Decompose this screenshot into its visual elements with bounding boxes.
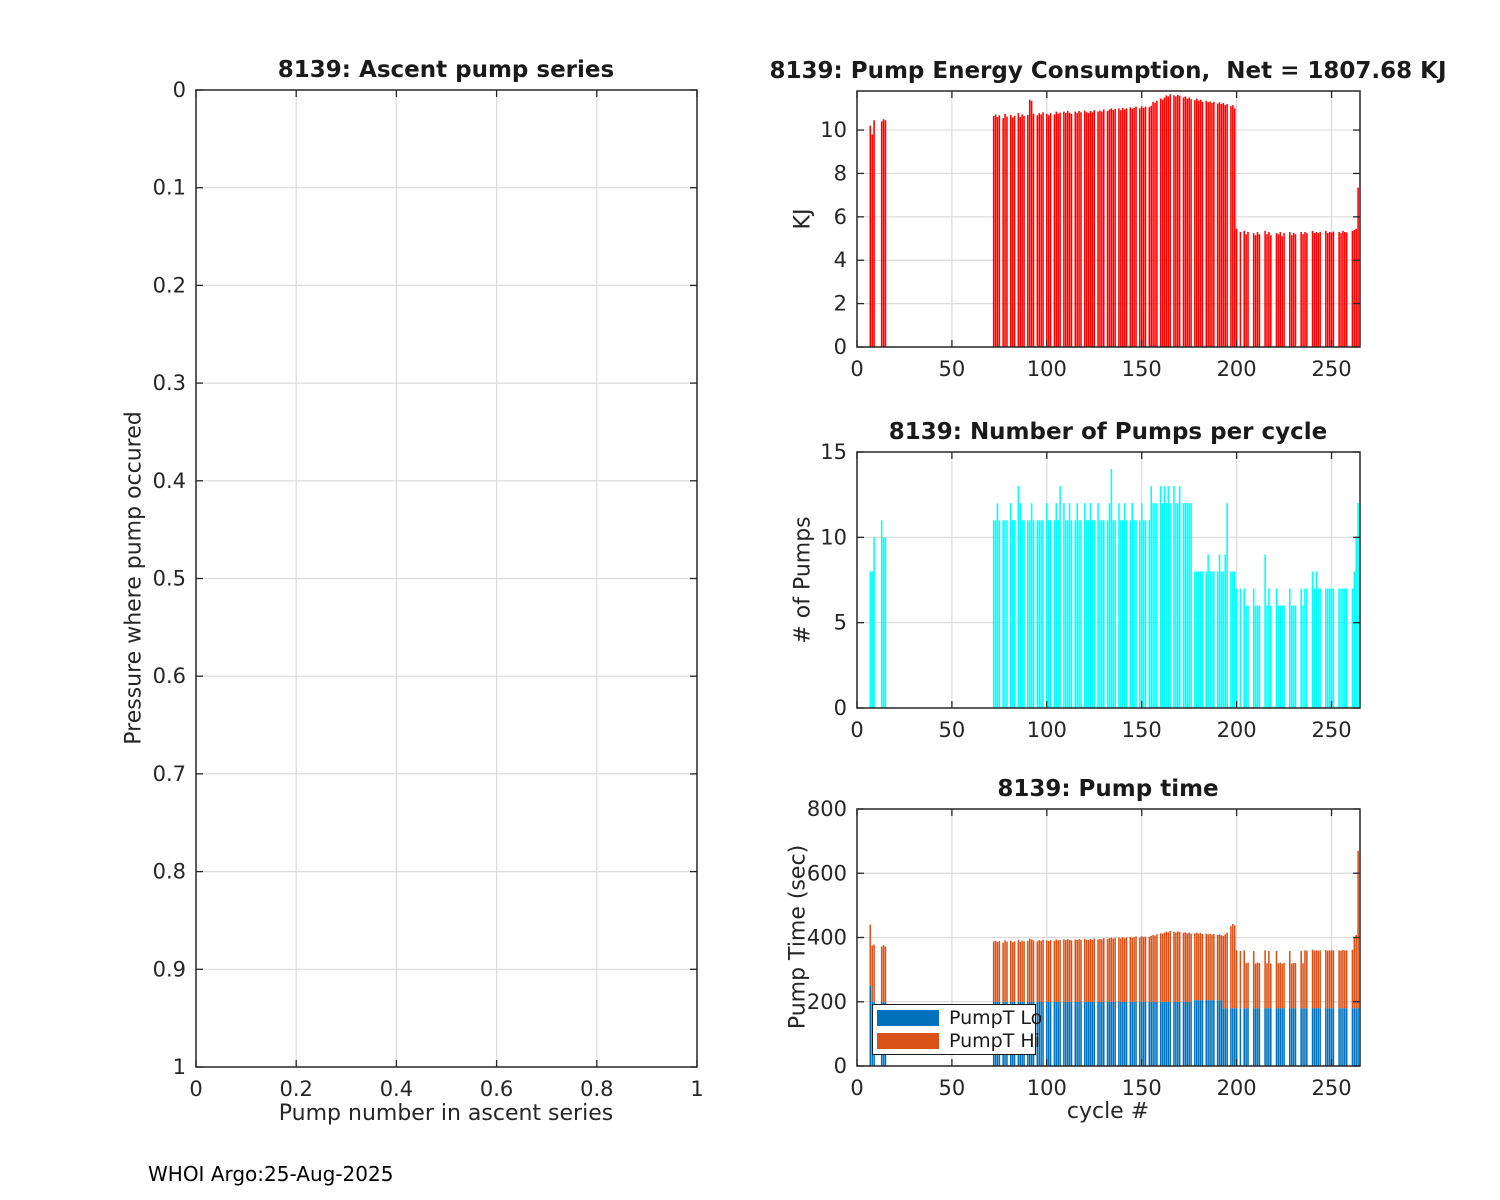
svg-text:0.6: 0.6	[153, 664, 186, 688]
svg-text:250: 250	[1311, 1076, 1351, 1100]
pumpt-hi-swatch	[877, 1032, 939, 1049]
svg-text:50: 50	[939, 357, 966, 381]
watermark-text: WHOI Argo:25-Aug-2025	[148, 1162, 394, 1186]
ascent-pump-series-plot: 0 0.2 0.4 0.6 0.8 100.10.20.30.40.50.60.70.80…	[153, 78, 704, 1101]
svg-text:400: 400	[807, 926, 847, 950]
svg-text:0: 0	[834, 335, 847, 359]
svg-text:0: 0	[850, 357, 863, 381]
svg-text:0: 0	[834, 696, 847, 720]
svg-text:4: 4	[834, 248, 847, 272]
pump-energy-plot: 0 50 100 150 200 250 0 2 4 6 8 10	[820, 90, 1361, 381]
svg-text:0: 0	[834, 1054, 847, 1078]
svg-text:200: 200	[1217, 718, 1257, 742]
svg-text:0.4: 0.4	[380, 1077, 413, 1101]
svg-text:0.4: 0.4	[153, 469, 186, 493]
svg-text:600: 600	[807, 861, 847, 885]
svg-text:200: 200	[1217, 1076, 1257, 1100]
svg-text:1: 1	[173, 1055, 186, 1079]
svg-text:0.6: 0.6	[480, 1077, 513, 1101]
svg-text:150: 150	[1122, 1076, 1162, 1100]
svg-text:50: 50	[939, 718, 966, 742]
svg-text:0: 0	[173, 78, 186, 102]
svg-text:250: 250	[1311, 718, 1351, 742]
ascent-ylabel: Pressure where pump occured	[121, 411, 147, 745]
svg-text:100: 100	[1027, 357, 1067, 381]
svg-text:100: 100	[1027, 718, 1067, 742]
svg-text:150: 150	[1122, 718, 1162, 742]
svg-text:0.8: 0.8	[580, 1077, 613, 1101]
legend-row-pumpt-hi: PumpT Hi	[877, 1030, 1040, 1052]
svg-text:250: 250	[1311, 357, 1351, 381]
svg-text:15: 15	[820, 440, 847, 464]
svg-text:0.8: 0.8	[153, 860, 186, 884]
svg-text:200: 200	[807, 990, 847, 1014]
svg-text:0.5: 0.5	[153, 567, 186, 591]
svg-text:0.2: 0.2	[153, 273, 186, 297]
svg-text:0.3: 0.3	[153, 371, 186, 395]
svg-text:6: 6	[834, 205, 847, 229]
svg-text:150: 150	[1122, 357, 1162, 381]
pumps-per-cycle-plot: 0 50 100 150 200 250 0 5 10 15	[820, 440, 1361, 742]
svg-text:50: 50	[939, 1076, 966, 1100]
time-chart-title: 8139: Pump time	[997, 776, 1219, 802]
svg-text:800: 800	[807, 797, 847, 821]
energy-chart-title: 8139: Pump Energy Consumption, Net = 180…	[769, 58, 1447, 84]
time-xlabel: cycle #	[1066, 1099, 1150, 1124]
pumpt-lo-label: PumpT Lo	[949, 1007, 1043, 1030]
svg-text:1: 1	[690, 1077, 703, 1101]
ascent-chart-title: 8139: Ascent pump series	[277, 57, 615, 83]
pumps-chart-title: 8139: Number of Pumps per cycle	[888, 419, 1328, 445]
pumpt-lo-swatch	[877, 1010, 939, 1027]
svg-text:0.9: 0.9	[153, 957, 186, 981]
svg-text:8: 8	[834, 161, 847, 185]
svg-text:2: 2	[834, 292, 847, 316]
svg-text:0: 0	[850, 1076, 863, 1100]
svg-text:0: 0	[189, 1077, 202, 1101]
svg-text:10: 10	[820, 118, 847, 142]
pumps-ylabel: # of Pumps	[790, 516, 816, 644]
svg-text:100: 100	[1027, 1076, 1067, 1100]
svg-text:0.1: 0.1	[153, 176, 186, 200]
svg-text:0: 0	[850, 718, 863, 742]
pump-time-legend: PumpT Lo PumpT Hi	[872, 1004, 1042, 1055]
legend-row-pumpt-lo: PumpT Lo	[877, 1007, 1042, 1029]
svg-text:0.7: 0.7	[153, 762, 186, 786]
energy-ylabel: KJ	[790, 208, 816, 230]
svg-text:200: 200	[1217, 357, 1257, 381]
pumpt-hi-label: PumpT Hi	[949, 1029, 1040, 1052]
time-ylabel: Pump Time (sec)	[785, 844, 811, 1030]
svg-text:10: 10	[820, 525, 847, 549]
ascent-xlabel: Pump number in ascent series	[278, 1101, 614, 1126]
svg-text:5: 5	[834, 611, 847, 635]
svg-text:0.2: 0.2	[279, 1077, 312, 1101]
